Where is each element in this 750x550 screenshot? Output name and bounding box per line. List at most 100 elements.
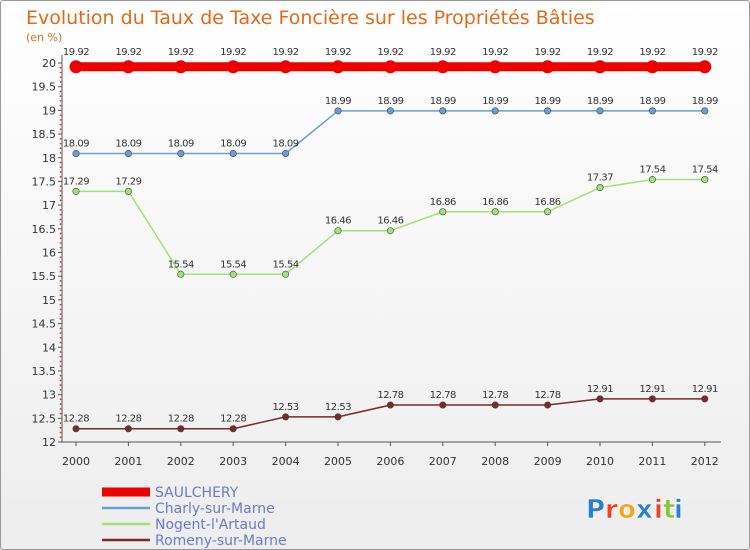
- series-layer: 12.28 12.28 12.28 12.28 12.53 12.53 12.78 12.78…: [63, 47, 718, 433]
- y-minor-dot: [59, 104, 62, 107]
- y-minor-dot: [59, 128, 62, 131]
- data-label: 12.91: [639, 384, 665, 395]
- y-minor-dot: [59, 208, 62, 211]
- data-label: 16.86: [430, 197, 456, 208]
- data-point: [701, 176, 709, 184]
- data-label: 12.28: [115, 414, 141, 425]
- axes: 12 12.5 13 13.5 14 14.5 15 15.5 16 16.5 17 17.5 18 18…: [32, 55, 721, 468]
- y-minor-dot: [59, 355, 62, 358]
- y-minor-dot: [59, 81, 62, 83]
- data-point: [177, 149, 185, 157]
- x-tick-label: 2010: [586, 455, 614, 468]
- data-point: [69, 60, 83, 74]
- y-minor-dot: [59, 147, 62, 150]
- data-point: [229, 270, 237, 278]
- y-minor-dot: [59, 360, 62, 363]
- y-minor-dot: [59, 232, 62, 235]
- data-label: 12.53: [325, 402, 351, 413]
- data-point: [488, 60, 502, 74]
- data-point: [544, 208, 552, 216]
- y-minor-dot: [59, 171, 62, 173]
- y-minor-dot: [59, 261, 62, 263]
- y-tick-label: 14: [42, 341, 56, 354]
- data-point: [648, 107, 656, 115]
- data-point: [386, 107, 394, 115]
- y-tick-label: 16.5: [32, 223, 57, 236]
- data-point: [701, 395, 709, 403]
- data-label: 18.99: [639, 96, 665, 107]
- data-label: 18.09: [115, 138, 141, 149]
- y-minor-dot: [59, 137, 62, 140]
- series-2: 18.09 18.09 18.09 18.09 18.09 18.99 18.99 18.99…: [63, 96, 718, 157]
- data-label: 12.78: [430, 390, 456, 401]
- data-label: 18.09: [168, 138, 194, 149]
- data-label: 15.54: [220, 259, 246, 270]
- chart-title: Evolution du Taux de Taxe Foncière sur l…: [26, 7, 595, 29]
- y-minor-dot: [59, 95, 62, 98]
- data-point: [439, 401, 447, 409]
- data-label: 12.91: [692, 384, 718, 395]
- legend-label: Nogent-l'Artaud: [155, 517, 266, 533]
- data-label: 12.28: [220, 414, 246, 425]
- y-minor-dot: [59, 398, 62, 401]
- data-label: 16.86: [482, 197, 508, 208]
- x-tick-label: 2003: [219, 455, 247, 468]
- data-point: [596, 107, 604, 115]
- data-point: [593, 60, 607, 74]
- data-label: 19.92: [639, 47, 665, 58]
- data-label: 18.99: [535, 96, 561, 107]
- data-point: [491, 401, 499, 409]
- y-minor-dot: [59, 161, 62, 164]
- data-point: [177, 270, 185, 278]
- data-point: [698, 60, 712, 74]
- data-point: [124, 149, 132, 157]
- data-point: [282, 413, 290, 421]
- y-minor-dot: [59, 256, 62, 259]
- y-tick-label: 15: [42, 294, 56, 307]
- y-minor-dot: [59, 412, 62, 415]
- y-minor-dot: [59, 246, 62, 249]
- y-minor-dot: [59, 114, 62, 117]
- y-minor-dot: [59, 166, 62, 169]
- y-minor-dot: [59, 422, 62, 424]
- legend: SAULCHERYCharly-sur-MarneNogent-l'Artaud…: [102, 485, 287, 549]
- y-tick-label: 17: [42, 199, 56, 212]
- data-label: 19.92: [377, 47, 403, 58]
- logo-letter: o: [618, 495, 636, 525]
- data-label: 16.46: [325, 216, 351, 227]
- data-label: 12.78: [377, 390, 403, 401]
- data-label: 19.92: [482, 47, 508, 58]
- y-minor-dot: [59, 303, 62, 306]
- x-tick-label: 2009: [534, 455, 562, 468]
- data-point: [282, 149, 290, 157]
- data-label: 12.28: [63, 414, 89, 425]
- data-point: [279, 60, 293, 74]
- data-point: [544, 401, 552, 409]
- logo-letter: x: [636, 495, 653, 525]
- y-minor-dot: [59, 407, 62, 410]
- data-label: 12.78: [535, 390, 561, 401]
- data-point: [648, 176, 656, 184]
- y-minor-dot: [59, 190, 62, 192]
- x-tick-label: 2007: [429, 455, 457, 468]
- y-tick-label: 14.5: [32, 318, 57, 331]
- y-minor-dot: [59, 388, 62, 391]
- y-minor-dot: [59, 223, 62, 225]
- data-label: 19.92: [63, 47, 89, 58]
- y-tick-label: 18: [42, 152, 56, 165]
- y-minor-dot: [59, 185, 62, 188]
- y-minor-dot: [59, 280, 62, 282]
- y-tick-label: 18.5: [32, 128, 57, 141]
- data-point: [124, 425, 132, 433]
- data-point: [491, 107, 499, 115]
- data-label: 19.92: [692, 47, 718, 58]
- y-minor-dot: [59, 123, 62, 126]
- y-minor-dot: [59, 341, 62, 344]
- y-minor-dot: [59, 294, 62, 297]
- y-minor-dot: [59, 142, 62, 145]
- y-minor-dot: [59, 71, 62, 74]
- legend-label: Charly-sur-Marne: [155, 501, 275, 517]
- x-tick-label: 2008: [481, 455, 509, 468]
- data-point: [386, 227, 394, 235]
